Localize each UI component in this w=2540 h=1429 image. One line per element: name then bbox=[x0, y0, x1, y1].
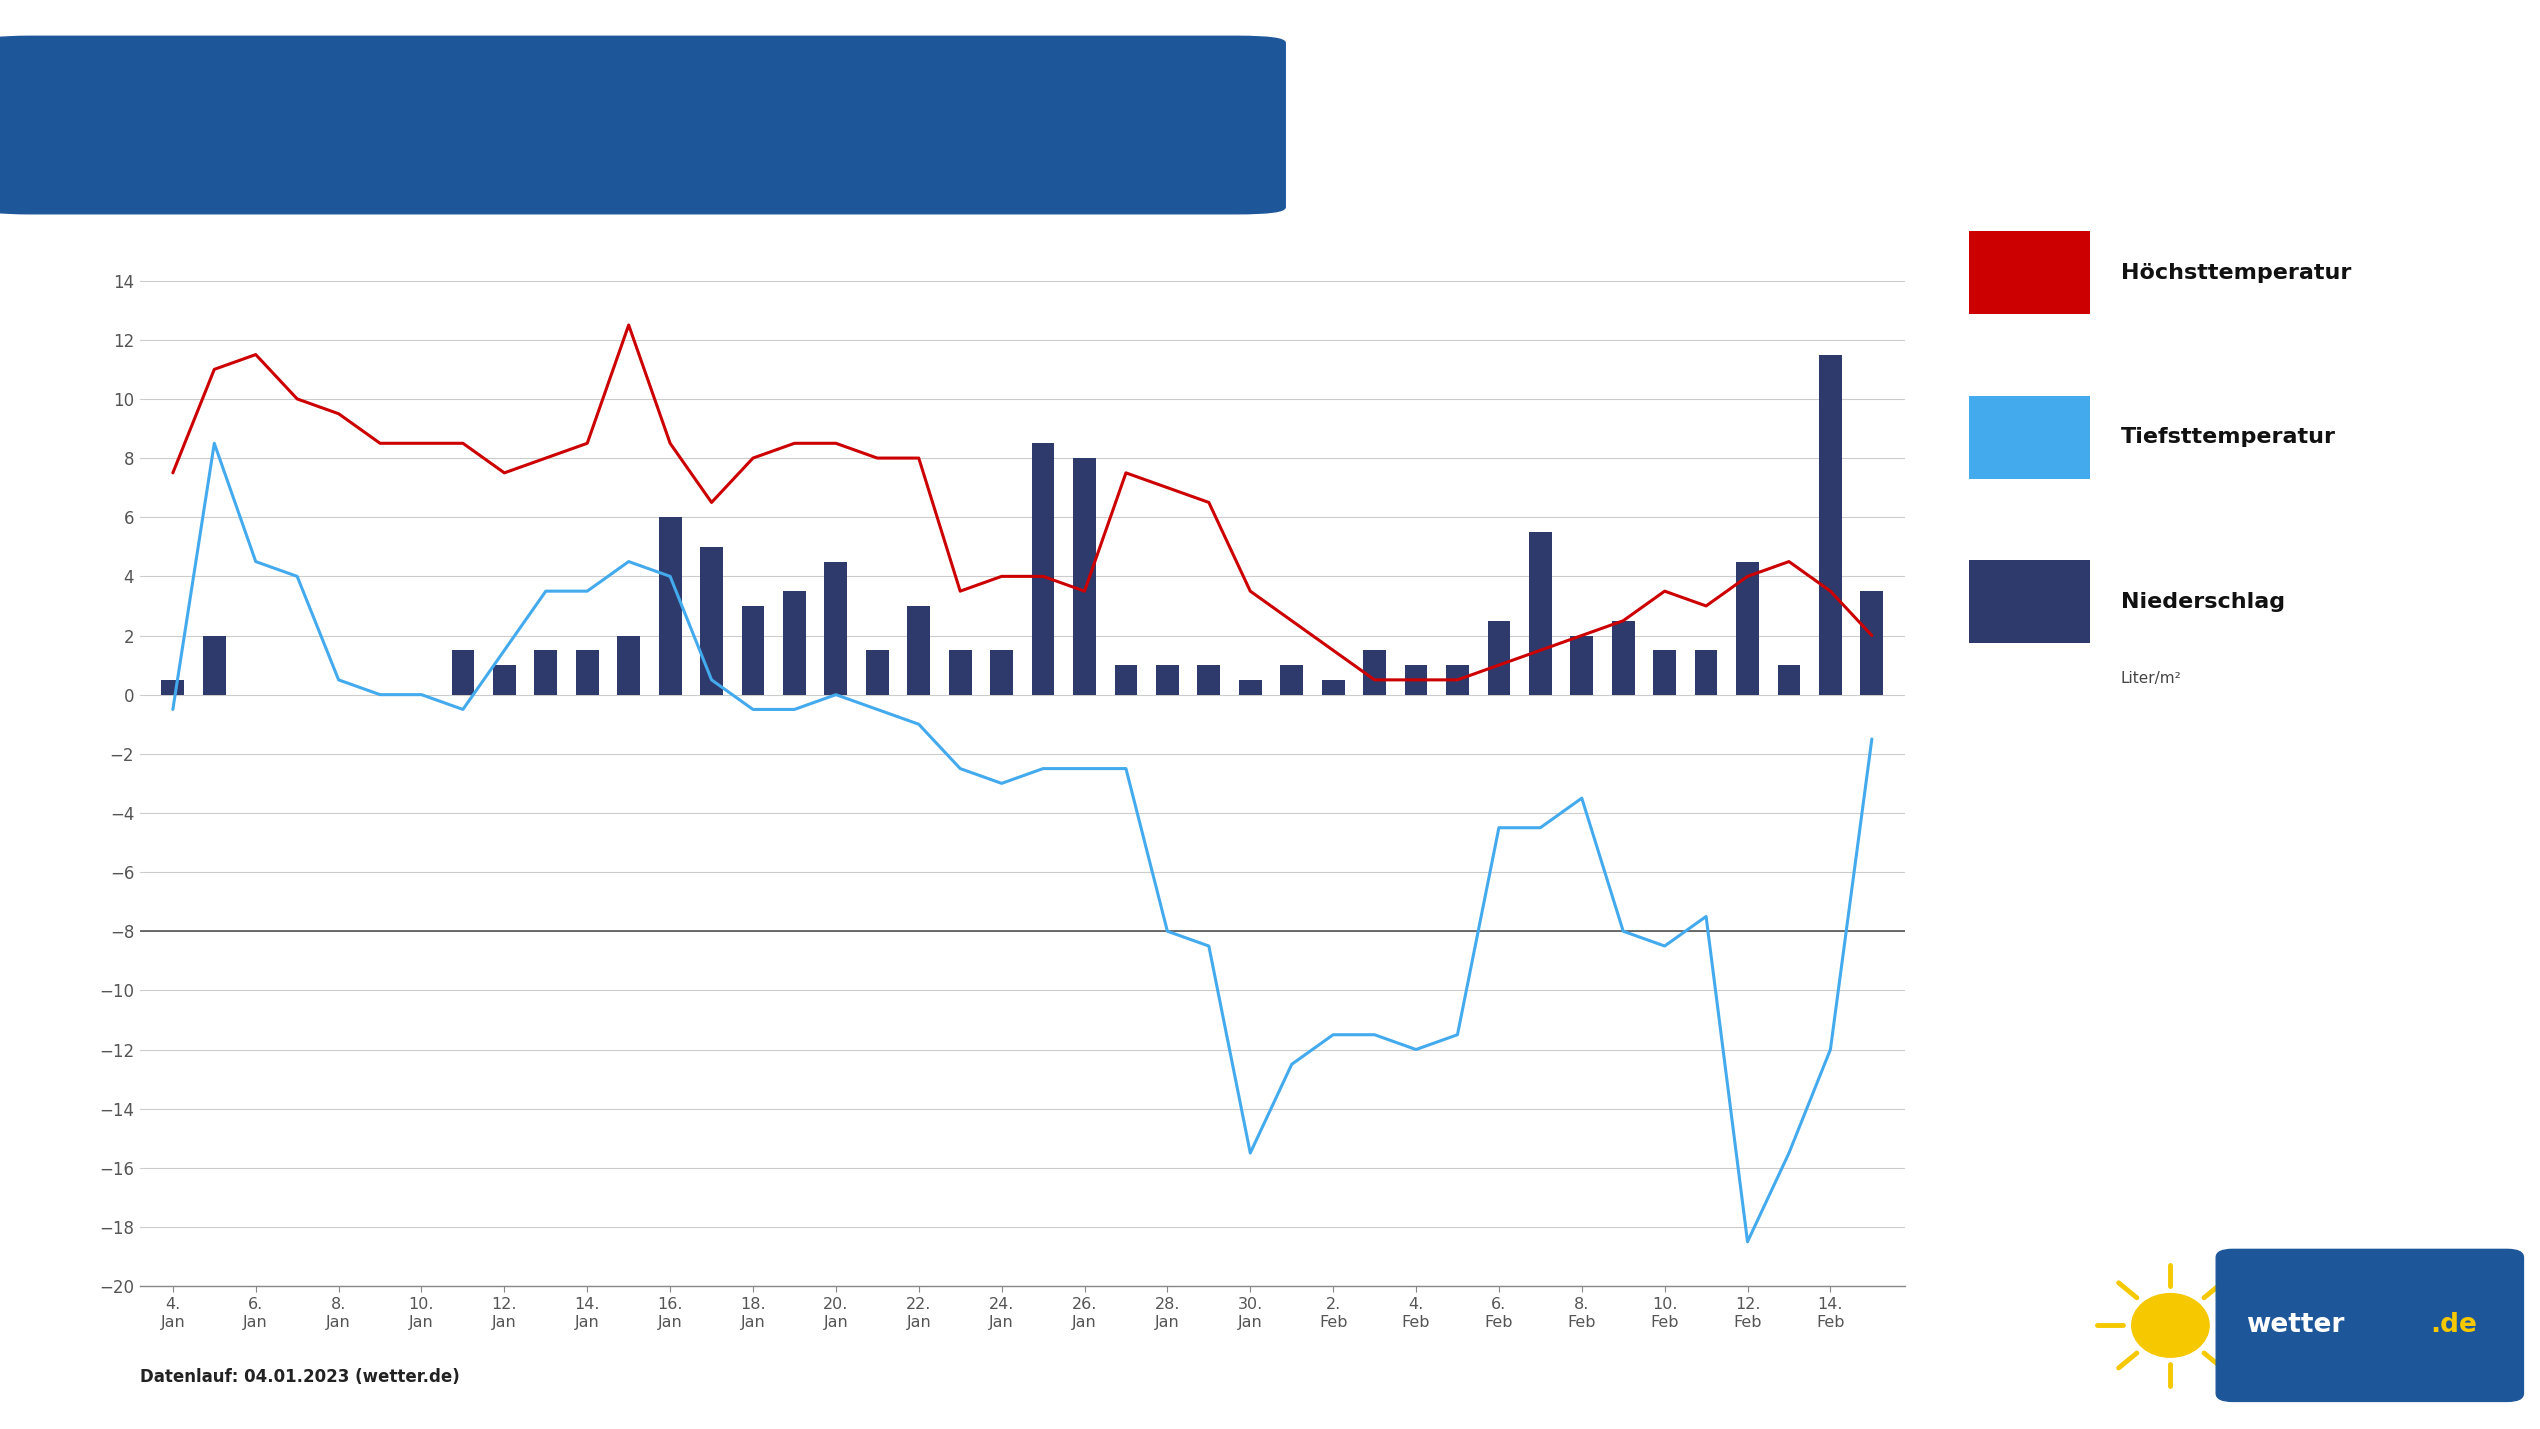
Bar bbox=[1405, 664, 1427, 694]
Bar bbox=[950, 650, 973, 694]
Bar bbox=[1778, 664, 1801, 694]
Bar bbox=[533, 650, 556, 694]
Bar bbox=[1445, 664, 1468, 694]
Bar bbox=[1115, 664, 1138, 694]
Bar bbox=[493, 664, 516, 694]
Text: Datenlauf: 04.01.2023 (wetter.de): Datenlauf: 04.01.2023 (wetter.de) bbox=[140, 1368, 460, 1386]
Bar bbox=[1859, 592, 1882, 694]
Text: Höchsttemperatur: Höchsttemperatur bbox=[2121, 263, 2352, 283]
Bar bbox=[617, 636, 640, 694]
Bar bbox=[1694, 650, 1717, 694]
Bar bbox=[826, 562, 848, 694]
Bar bbox=[1031, 443, 1054, 694]
Text: München - 42 Tage Wettertrend: München - 42 Tage Wettertrend bbox=[79, 104, 823, 146]
Text: wetter: wetter bbox=[2245, 1312, 2344, 1339]
Bar bbox=[1613, 620, 1636, 694]
FancyBboxPatch shape bbox=[2217, 1249, 2522, 1402]
Bar bbox=[1196, 664, 1219, 694]
Bar bbox=[907, 606, 930, 694]
Bar bbox=[452, 650, 475, 694]
Bar bbox=[1819, 354, 1842, 694]
Text: Liter/m²: Liter/m² bbox=[2121, 672, 2182, 686]
Bar bbox=[1654, 650, 1676, 694]
Text: .de: .de bbox=[2431, 1312, 2476, 1339]
Bar bbox=[782, 592, 805, 694]
Bar bbox=[866, 650, 889, 694]
Bar bbox=[163, 680, 185, 694]
Text: Niederschlag: Niederschlag bbox=[2121, 592, 2286, 612]
FancyBboxPatch shape bbox=[0, 36, 1285, 214]
Bar bbox=[658, 517, 681, 694]
Bar bbox=[742, 606, 765, 694]
Bar bbox=[991, 650, 1013, 694]
Text: °C: °C bbox=[61, 193, 81, 211]
Bar bbox=[1156, 664, 1179, 694]
Bar bbox=[1737, 562, 1758, 694]
Circle shape bbox=[2131, 1293, 2210, 1358]
Bar bbox=[1529, 532, 1552, 694]
Bar bbox=[577, 650, 599, 694]
Bar bbox=[1570, 636, 1593, 694]
Bar bbox=[1321, 680, 1344, 694]
Bar bbox=[203, 636, 226, 694]
Text: Tiefsttemperatur: Tiefsttemperatur bbox=[2121, 427, 2337, 447]
Bar bbox=[1364, 650, 1387, 694]
Bar bbox=[1240, 680, 1262, 694]
Bar bbox=[701, 547, 724, 694]
Bar bbox=[1072, 459, 1095, 694]
Bar bbox=[1280, 664, 1303, 694]
Bar bbox=[1488, 620, 1511, 694]
